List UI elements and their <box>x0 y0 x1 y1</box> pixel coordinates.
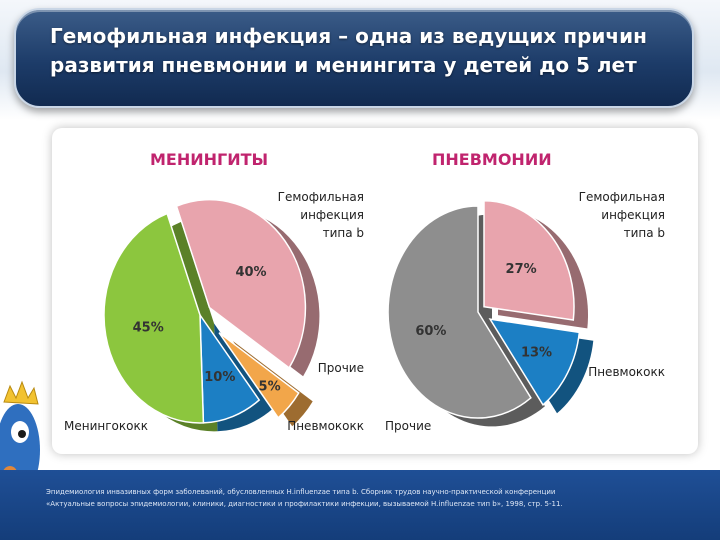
pie-label-hib: 27% <box>506 262 537 277</box>
citation-line-1: Эпидемиология инвазивных форм заболевани… <box>46 488 556 496</box>
meningitis-legend-hib: Гемофильная инфекция типа b <box>278 190 364 240</box>
title-banner <box>14 8 694 108</box>
legend-hib-line-1: Гемофильная <box>278 190 364 204</box>
legend-hib-line-1: Гемофильная <box>579 190 665 204</box>
citation-line-2: «Актуальные вопросы эпидемиологии, клини… <box>46 500 563 508</box>
slide-title-line-2: развития пневмонии и менингита у детей д… <box>50 53 637 77</box>
meningitis-legend-meningococcus: Менингококк <box>64 419 148 433</box>
legend-hib-line-3: типа b <box>624 226 665 240</box>
pie-label-pneumococcus: 10% <box>204 370 235 385</box>
legend-hib-line-2: инфекция <box>300 208 364 222</box>
pneumonia-chart: ПНЕВМОНИИ 27% 13% 60% Гемофильная инфекция… <box>385 150 665 433</box>
pneumonia-pie: 27% 13% 60% <box>387 199 581 419</box>
pneumonia-chart-title: ПНЕВМОНИИ <box>432 150 552 169</box>
slide-title-line-1: Гемофильная инфекция – одна из ведущих п… <box>50 24 647 48</box>
meningitis-pie: 40% 5% 10% 45% <box>103 198 307 424</box>
pneumonia-legend-other: Прочие <box>385 419 431 433</box>
meningitis-legend-pneumococcus: Пневмококк <box>287 419 364 433</box>
pie-slice-meningococcus <box>103 212 205 424</box>
pie-slice-hib <box>175 198 307 370</box>
pie-slice-hib <box>483 199 575 321</box>
meningitis-legend-other: Прочие <box>318 361 364 375</box>
pie-label-pneumococcus: 13% <box>521 346 552 361</box>
source-citation: Эпидемиология инвазивных форм заболевани… <box>46 486 706 510</box>
legend-hib-line-2: инфекция <box>601 208 665 222</box>
pie-slice-pneumococcus <box>488 318 581 407</box>
meningitis-chart: МЕНИНГИТЫ 40% 5% 10% 45% Гемофильная инфекц… <box>64 150 364 433</box>
pneumonia-legend-pneumococcus: Пневмококк <box>588 365 665 379</box>
pie-slice-other <box>387 205 532 419</box>
pie-label-meningococcus: 45% <box>133 320 164 335</box>
pie-label-hib: 40% <box>235 265 266 280</box>
pie-label-other: 5% <box>259 380 281 395</box>
slide-title: Гемофильная инфекция – одна из ведущих п… <box>50 22 670 80</box>
pneumonia-legend-hib: Гемофильная инфекция типа b <box>579 190 665 240</box>
pie-label-other: 60% <box>415 324 446 339</box>
legend-hib-line-3: типа b <box>323 226 364 240</box>
footer-bar <box>0 470 720 540</box>
pie-slice-other <box>218 332 300 419</box>
meningitis-chart-title: МЕНИНГИТЫ <box>150 150 268 169</box>
